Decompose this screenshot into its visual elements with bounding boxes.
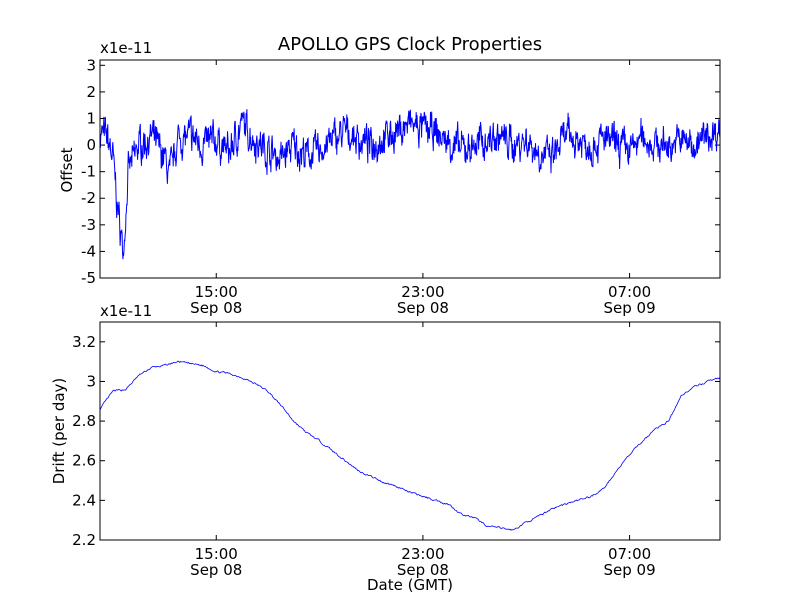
chart-title: APOLLO GPS Clock Properties bbox=[278, 34, 542, 55]
drift-panel: x1e-11 Drift (per day) Date (GMT) 3.2 3 2.… bbox=[50, 302, 721, 594]
drift-xtick-date: Sep 08 bbox=[397, 561, 449, 579]
drift-x-axis-label: Date (GMT) bbox=[367, 576, 453, 594]
offset-ytick-label: 3 bbox=[86, 56, 96, 74]
offset-ytick-label: -5 bbox=[81, 269, 96, 287]
offset-xtick-time: 07:00 bbox=[608, 283, 651, 301]
offset-ytick-label: 1 bbox=[86, 109, 96, 127]
drift-xtick-date: Sep 09 bbox=[604, 561, 656, 579]
drift-ytick-label: 2.4 bbox=[72, 491, 96, 509]
offset-xtick-date: Sep 09 bbox=[604, 299, 656, 317]
offset-ytick-label: -1 bbox=[81, 163, 96, 181]
offset-series bbox=[100, 109, 720, 260]
offset-xtick-time: 15:00 bbox=[195, 283, 238, 301]
offset-ytick-label: -4 bbox=[81, 242, 96, 260]
offset-series-line bbox=[100, 109, 720, 260]
offset-xtick-date: Sep 08 bbox=[190, 299, 242, 317]
drift-ytick-label: 3.2 bbox=[72, 333, 96, 351]
drift-ytick-label: 2.2 bbox=[72, 531, 96, 549]
drift-y-axis-label: Drift (per day) bbox=[50, 378, 68, 485]
offset-xtick-time: 23:00 bbox=[401, 283, 444, 301]
offset-xtick-date: Sep 08 bbox=[397, 299, 449, 317]
drift-ytick-label: 2.6 bbox=[72, 452, 96, 470]
drift-xtick-time: 07:00 bbox=[608, 545, 651, 563]
offset-ytick-label: 2 bbox=[86, 83, 96, 101]
drift-series-line bbox=[100, 360, 720, 531]
drift-multiplier-label: x1e-11 bbox=[100, 302, 152, 320]
offset-ytick-label: 0 bbox=[86, 136, 96, 154]
offset-y-axis-label: Offset bbox=[58, 147, 76, 192]
offset-ytick-label: -2 bbox=[81, 189, 96, 207]
drift-ytick-label: 3 bbox=[86, 372, 96, 390]
drift-plot-frame bbox=[99, 321, 721, 541]
offset-multiplier-label: x1e-11 bbox=[100, 39, 152, 57]
drift-xtick-date: Sep 08 bbox=[190, 561, 242, 579]
offset-ytick-label: -3 bbox=[81, 216, 96, 234]
drift-series bbox=[100, 360, 720, 531]
drift-ytick-label: 2.8 bbox=[72, 412, 96, 430]
offset-plot-frame bbox=[99, 59, 721, 279]
drift-xtick-time: 23:00 bbox=[401, 545, 444, 563]
drift-xtick-time: 15:00 bbox=[195, 545, 238, 563]
